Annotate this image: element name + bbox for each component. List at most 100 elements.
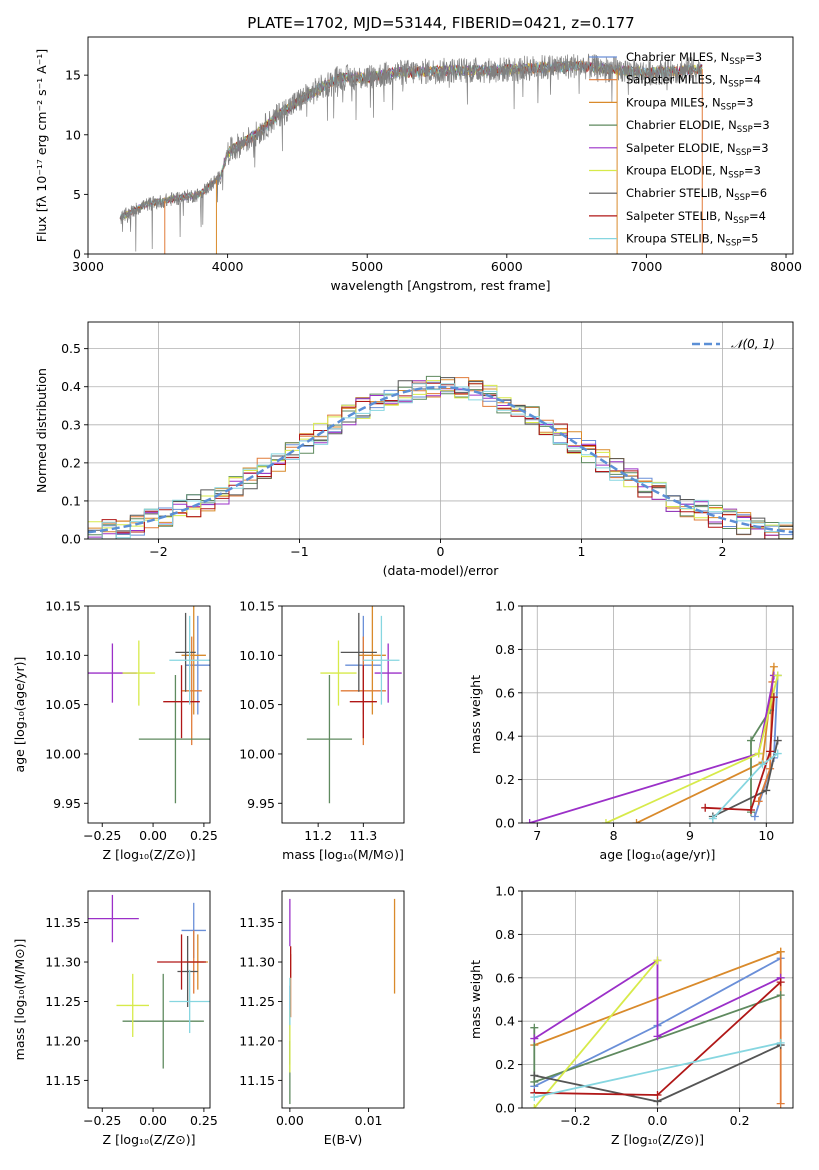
weight-marker-1-0 (754, 797, 763, 806)
x-tick-label: 1 (578, 544, 586, 559)
y-tick-label: 10.00 (239, 746, 275, 761)
y-tick-label: 10.10 (45, 648, 81, 663)
x-tick-label: 0.2 (730, 1113, 750, 1128)
weight-marker-3-0 (530, 1023, 539, 1032)
x-tick-label: 0.25 (190, 1113, 218, 1128)
legend-value-2: =3 (736, 95, 753, 109)
legend-value-3: =3 (753, 118, 770, 132)
y-tick-label: 10 (65, 127, 81, 142)
weight-marker-7-3 (769, 693, 778, 702)
legend-label-1: Salpeter MILES, NSSP=4 (626, 73, 761, 90)
y-tick-label: 11.20 (45, 1033, 81, 1048)
weight-marker-5-1 (754, 749, 763, 758)
weight-marker-7-1 (747, 805, 756, 814)
y-tick-label: 11.25 (45, 994, 81, 1009)
weight-line-5 (533, 959, 659, 1108)
legend-sub-2: SSP (721, 102, 737, 112)
weight-marker-7-2 (766, 747, 775, 756)
weight-marker-8-2 (773, 749, 782, 758)
x-axis-label: Z [log₁₀(Z/Z⊙)] (611, 1132, 704, 1147)
weight-marker-5-0 (601, 819, 610, 823)
x-tick-label: 0.00 (139, 1113, 167, 1128)
axes-frame (87, 605, 211, 824)
y-tick-label: 0.4 (495, 1014, 515, 1029)
x-axis-label: Z [log₁₀(Z/Z⊙)] (103, 847, 196, 862)
figure-title: PLATE=1702, MJD=53144, FIBERID=0421, z=0… (247, 14, 634, 32)
legend-sub-6: SSP (734, 193, 750, 203)
legend-label-8: Kroupa STELIB, NSSP=5 (626, 232, 758, 249)
histograms (88, 375, 793, 539)
weight-marker-8-0 (708, 814, 717, 823)
axes-frame (521, 605, 794, 824)
y-tick-label: 0.3 (61, 417, 81, 432)
x-tick-label: −0.2 (560, 1113, 590, 1128)
x-axis-label: (data-model)/error (383, 563, 500, 578)
y-tick-label: 11.35 (239, 915, 275, 930)
observed-spectrum (119, 53, 703, 252)
weight-marker-6-2 (773, 736, 782, 745)
age-vs-metallicity-panel: −0.25 0.00 0.25 9.95 10.00 10.05 10.10 10.15 Z [… (12, 599, 218, 863)
legend-label-4: Salpeter ELODIE, NSSP=3 (626, 141, 769, 158)
weight-marker-5-0 (530, 1104, 539, 1108)
x-tick-label: 0.0 (648, 1113, 668, 1128)
x-tick-label: 6000 (491, 259, 523, 274)
y-tick-label: 0.2 (495, 1057, 515, 1072)
legend: Chabrier MILES, NSSP=3 Salpeter MILES, NS… (589, 50, 770, 249)
x-tick-label: 5000 (351, 259, 383, 274)
weight-marker-5-1 (653, 956, 662, 965)
y-tick-label: 11.35 (45, 915, 81, 930)
y-tick-label: 11.20 (239, 1033, 275, 1048)
spectrum-lines (119, 53, 703, 254)
y-tick-label: 11.25 (239, 994, 275, 1009)
legend-value-8: =5 (741, 232, 758, 246)
y-axis-label: age [log₁₀(age/yr)] (12, 657, 27, 773)
y-tick-label: 9.95 (53, 796, 81, 811)
weight-marker-8-1 (758, 760, 767, 769)
y-tick-label: 11.30 (45, 955, 81, 970)
weight-line-7 (705, 697, 775, 811)
legend-sub-8: SSP (726, 239, 742, 249)
x-tick-label: −0.25 (83, 1113, 121, 1128)
x-tick-label: 11.3 (349, 828, 377, 843)
weight-marker-2-0 (632, 819, 641, 823)
weight-vs-metallicity-panel: −0.2 0.0 0.2 0.0 0.2 0.4 0.6 0.8 1.0 Z [log₁₀(Z/Z… (468, 884, 794, 1147)
weight-vs-age-panel: 7 8 9 10 0.0 0.2 0.4 0.6 0.8 1.0 age [log₁₀(age/yr… (468, 599, 794, 862)
x-tick-label: −1 (290, 544, 308, 559)
legend-sub-1: SSP (728, 80, 744, 90)
weight-marker-7-2 (776, 978, 785, 987)
y-tick-label: 1.0 (495, 599, 515, 614)
x-tick-label: 0.00 (276, 1113, 304, 1128)
x-tick-label: 3000 (72, 259, 104, 274)
error-bars (88, 606, 210, 804)
x-axis-label: wavelength [Angstrom, rest frame] (330, 278, 550, 293)
y-tick-label: 0.2 (495, 772, 515, 787)
normal-curve (88, 385, 793, 534)
legend-normal-label: 𝒩(0, 1) (731, 337, 775, 351)
y-tick-label: 0.1 (61, 493, 81, 508)
y-axis-label: Normed distribution (34, 368, 49, 493)
legend-sub-0: SSP (729, 57, 745, 67)
axes-frame (87, 36, 794, 255)
error-bars (289, 898, 396, 1105)
x-tick-label: 10 (758, 828, 774, 843)
y-tick-label: 10.15 (239, 599, 275, 614)
x-axis-label: age [log₁₀(age/yr)] (600, 847, 716, 862)
x-tick-label: 9 (686, 828, 694, 843)
y-tick-label: 0.5 (61, 341, 81, 356)
axes-frame (87, 890, 211, 1109)
weight-lines (530, 947, 785, 1108)
plot-background (522, 606, 793, 823)
y-axis-label: mass [log₁₀(M/M⊙)] (12, 939, 27, 1061)
plot-background (282, 606, 404, 823)
plot-background (88, 891, 210, 1108)
weight-marker-0-0 (750, 812, 759, 821)
weight-marker-4-0 (525, 819, 534, 823)
weight-marker-5-2 (773, 671, 782, 680)
histogram-3 (88, 375, 793, 539)
y-tick-label: 10.00 (45, 746, 81, 761)
y-tick-label: 10.10 (239, 648, 275, 663)
x-tick-label: 4000 (212, 259, 244, 274)
x-tick-label: 0.25 (190, 828, 218, 843)
legend-label-5: Kroupa ELODIE, NSSP=3 (626, 164, 761, 181)
